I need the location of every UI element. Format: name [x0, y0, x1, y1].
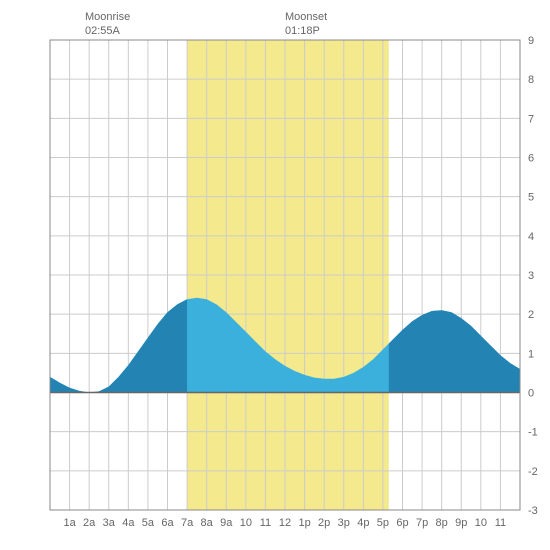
x-tick-label: 9p [455, 517, 467, 529]
x-tick-label: 11 [495, 517, 506, 529]
x-tick-label: 7p [416, 517, 428, 529]
x-tick-label: 4p [357, 517, 369, 529]
x-tick-label: 5p [377, 517, 389, 529]
y-tick-label: 9 [528, 35, 534, 47]
moonrise-title: Moonrise [85, 11, 130, 23]
y-tick-label: 2 [528, 309, 534, 321]
y-tick-label: 4 [528, 231, 534, 243]
x-tick-label: 2a [83, 517, 96, 529]
moonset-title: Moonset [285, 11, 327, 23]
x-tick-label: 8p [436, 517, 448, 529]
x-tick-label: 2p [318, 517, 330, 529]
x-tick-label: 9a [220, 517, 233, 529]
x-tick-label: 10 [475, 517, 487, 529]
y-tick-label: 7 [528, 113, 534, 125]
x-tick-label: 1a [63, 517, 76, 529]
x-tick-label: 6a [161, 517, 174, 529]
x-tick-label: 7a [181, 517, 194, 529]
y-tick-label: 6 [528, 153, 534, 165]
x-tick-label: 5a [142, 517, 155, 529]
moonrise-label: Moonrise 02:55A [85, 10, 130, 39]
x-tick-label: 6p [396, 517, 408, 529]
chart-svg: -3-2-101234567891a2a3a4a5a6a7a8a9a101112… [10, 10, 540, 540]
y-tick-label: -3 [528, 505, 538, 517]
x-tick-label: 3a [103, 517, 116, 529]
x-tick-label: 12 [279, 517, 291, 529]
x-tick-label: 8a [201, 517, 214, 529]
y-tick-label: -1 [528, 427, 538, 439]
y-tick-label: 0 [528, 388, 534, 400]
moonset-label: Moonset 01:18P [285, 10, 327, 39]
y-tick-label: 5 [528, 192, 534, 204]
x-tick-label: 4a [122, 517, 135, 529]
y-tick-label: 8 [528, 74, 534, 86]
tide-chart: Moonrise 02:55A Moonset 01:18P -3-2-1012… [10, 10, 540, 540]
moonrise-time: 02:55A [85, 25, 120, 37]
x-tick-label: 1p [298, 517, 310, 529]
moonset-time: 01:18P [285, 25, 320, 37]
y-tick-label: -2 [528, 466, 538, 478]
x-tick-label: 11 [260, 517, 271, 529]
x-tick-label: 3p [338, 517, 350, 529]
y-tick-label: 1 [528, 348, 534, 360]
y-tick-label: 3 [528, 270, 534, 282]
x-tick-label: 10 [240, 517, 252, 529]
